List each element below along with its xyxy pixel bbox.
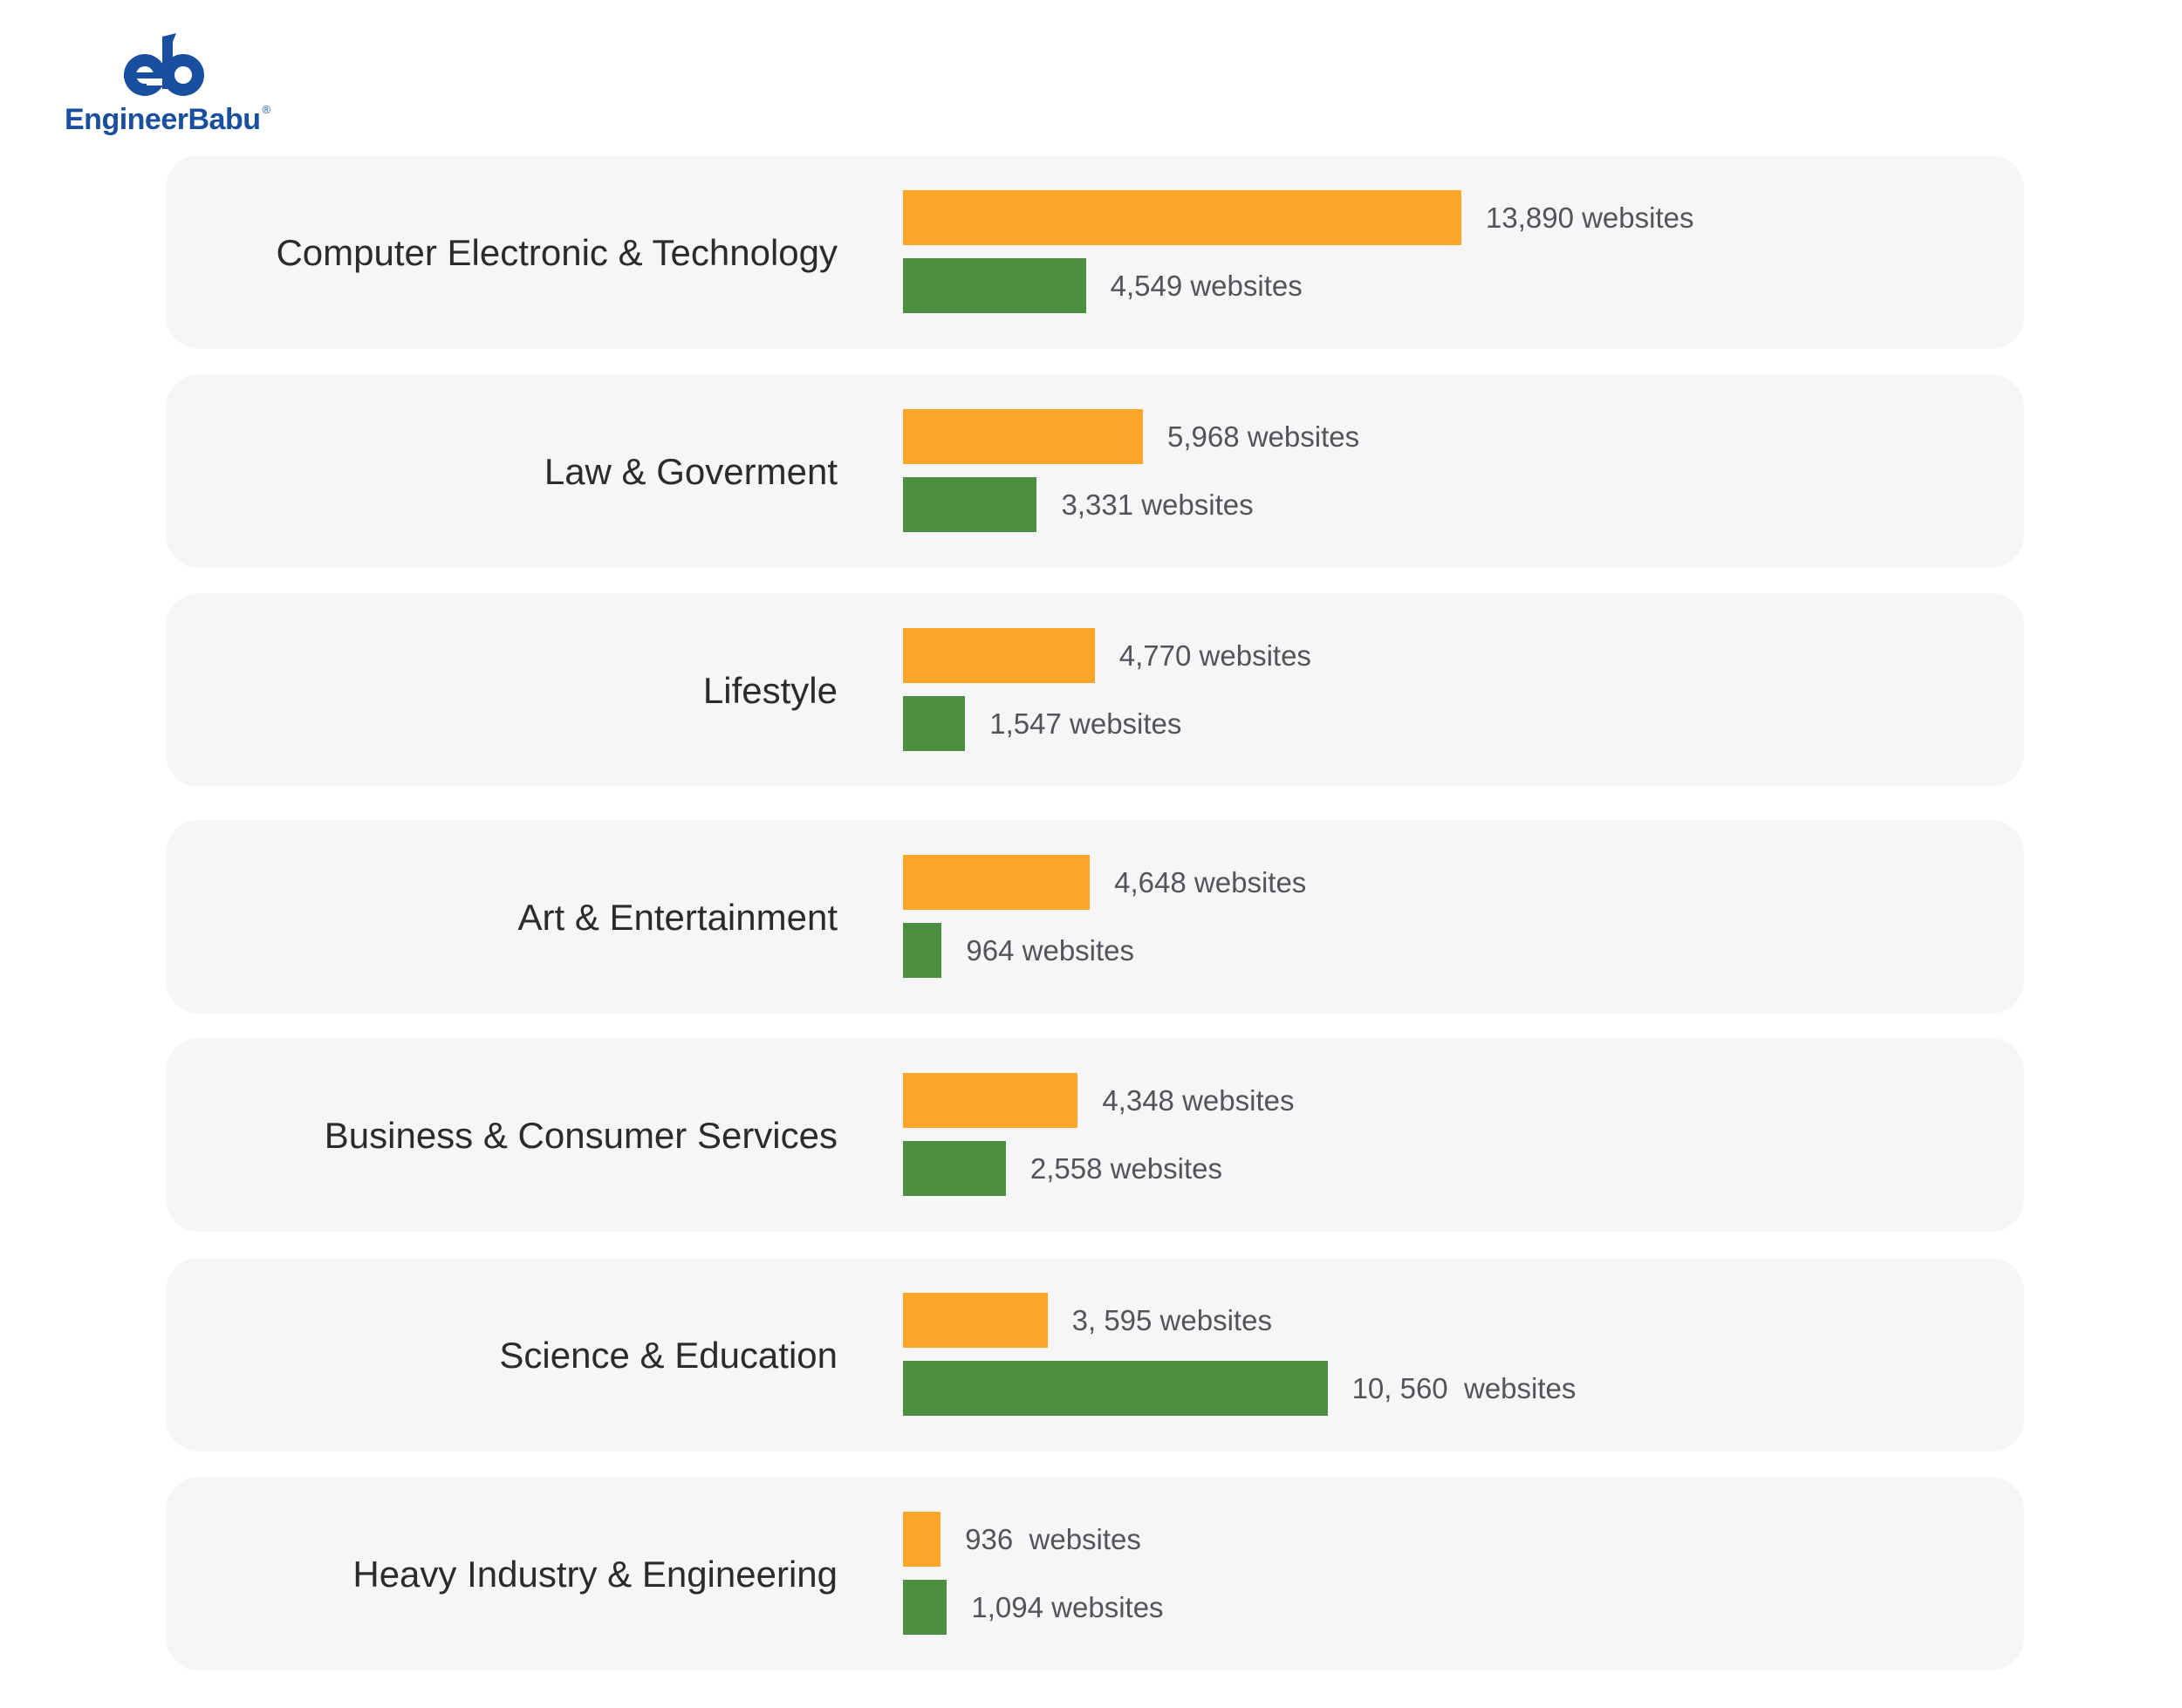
value-label-green-heavy-industry-and-engineering: 1,094 websites [971, 1591, 1164, 1623]
bar-green-computer-electronic-and-technology [903, 258, 1086, 313]
value-label-orange-heavy-industry-and-engineering: 936 websites [965, 1523, 1141, 1555]
value-label-orange-law-and-goverment: 5,968 websites [1166, 420, 1360, 453]
value-label-green-art-and-entertainment: 964 websites [966, 934, 1135, 967]
category-label: Science & Education [499, 1334, 838, 1376]
value-label-green-computer-electronic-and-technology: 4,549 websites [1110, 270, 1303, 302]
value-label-green-law-and-goverment: 3,331 websites [1061, 488, 1254, 521]
category-label: Heavy Industry & Engineering [352, 1553, 838, 1595]
category-card-lifestyle [166, 593, 2024, 787]
logo-text: EngineerBabu ® [65, 103, 270, 136]
category-label: Law & Goverment [544, 450, 838, 492]
bar-green-lifestyle [903, 696, 966, 751]
bar-green-heavy-industry-and-engineering [903, 1580, 947, 1635]
bar-orange-lifestyle [903, 628, 1095, 683]
bar-green-science-and-education [903, 1361, 1328, 1416]
category-card-computer-electronic-and-technology [166, 155, 2024, 349]
bar-green-law-and-goverment [903, 477, 1037, 532]
bar-orange-heavy-industry-and-engineering [903, 1512, 941, 1567]
category-label: Business & Consumer Services [324, 1114, 838, 1156]
value-label-green-science-and-education: 10, 560 websites [1351, 1372, 1577, 1404]
value-label-orange-lifestyle: 4,770 websites [1118, 639, 1311, 672]
value-label-orange-art-and-entertainment: 4,648 websites [1114, 866, 1307, 898]
category-card-art-and-entertainment [166, 820, 2024, 1014]
bar-orange-computer-electronic-and-technology [903, 190, 1461, 245]
value-label-green-business-and-consumer-services: 2,558 websites [1029, 1152, 1222, 1185]
bar-orange-business-and-consumer-services [903, 1073, 1078, 1128]
value-label-orange-computer-electronic-and-technology: 13,890 websites [1486, 202, 1694, 234]
bar-orange-science-and-education [903, 1293, 1048, 1348]
value-label-green-lifestyle: 1,547 websites [989, 707, 1182, 740]
bar-orange-art-and-entertainment [903, 855, 1091, 910]
category-card-law-and-goverment [166, 374, 2024, 568]
category-card-business-and-consumer-services [166, 1038, 2024, 1232]
value-label-orange-business-and-consumer-services: 4,348 websites [1102, 1084, 1295, 1117]
eb-logo-icon [124, 33, 204, 96]
value-label-orange-science-and-education: 3, 595 websites [1071, 1304, 1272, 1336]
category-card-science-and-education [166, 1258, 2024, 1452]
engineerbabu-logo: EngineerBabu ® [61, 31, 288, 145]
category-label: Lifestyle [702, 669, 838, 711]
category-label: Computer Electronic & Technology [276, 231, 838, 273]
category-label: Art & Entertainment [517, 896, 838, 938]
bar-green-business-and-consumer-services [903, 1141, 1006, 1196]
bar-green-art-and-entertainment [903, 923, 942, 978]
category-card-heavy-industry-and-engineering [166, 1477, 2024, 1670]
bar-orange-law-and-goverment [903, 409, 1143, 464]
